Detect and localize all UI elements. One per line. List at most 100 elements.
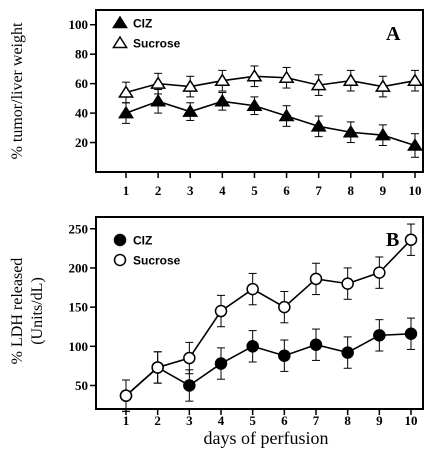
panel-a-ylabel: % tumor/liver weight (9, 22, 26, 159)
data-point (374, 127, 391, 141)
data-point (119, 389, 133, 402)
series-ciz (118, 89, 423, 158)
data-point (214, 357, 228, 370)
x-tick-label: 8 (344, 413, 351, 428)
x-tick-label: 1 (123, 183, 130, 198)
series-sucrose (118, 65, 423, 104)
y-tick-label: 100 (69, 339, 89, 354)
data-point (342, 124, 359, 138)
data-point (183, 379, 196, 392)
panel-b-x-ticks: 1 2 3 4 5 6 7 8 9 10 (123, 409, 418, 428)
data-point (309, 338, 323, 351)
y-tick-label: 100 (69, 17, 89, 32)
y-tick-label: 40 (75, 106, 88, 121)
data-point (182, 79, 199, 92)
panel-b-letter: B (386, 229, 399, 251)
data-point (407, 138, 423, 151)
y-tick-label: 50 (75, 378, 88, 393)
panel-b-ylabel-line1: % LDH released (9, 258, 26, 365)
x-tick-label: 2 (155, 183, 162, 198)
data-point (342, 73, 359, 86)
panel-a-x-ticks: 1 2 3 4 5 6 7 8 9 10 (123, 172, 422, 198)
x-axis-title: days of perfusion (204, 428, 329, 448)
legend-label-sucrose: Sucrose (133, 37, 181, 51)
x-tick-label: 5 (249, 413, 256, 428)
data-point (278, 349, 291, 362)
data-point (246, 68, 263, 82)
data-point (150, 93, 167, 107)
series-line (125, 332, 412, 397)
data-point (373, 329, 386, 342)
data-point (278, 300, 291, 314)
data-point (374, 79, 391, 92)
x-tick-label: 4 (219, 183, 226, 198)
x-tick-label: 1 (123, 413, 130, 428)
x-tick-label: 9 (376, 413, 383, 428)
x-tick-label: 5 (251, 183, 258, 198)
data-point (151, 361, 164, 374)
legend-label-ciz: CIZ (133, 17, 152, 31)
y-tick-label: 150 (69, 300, 89, 315)
panel-a-legend: CIZ Sucrose (112, 15, 181, 51)
x-tick-label: 4 (218, 413, 225, 428)
legend-marker-sucrose (112, 35, 128, 49)
data-point (309, 272, 323, 286)
x-tick-label: 7 (315, 183, 322, 198)
x-tick-label: 2 (154, 413, 161, 428)
panel-b-frame (95, 216, 424, 410)
panel-b-legend: CIZ Sucrose (113, 233, 181, 268)
series-line (125, 239, 412, 397)
data-point (310, 118, 327, 132)
x-tick-label: 9 (380, 183, 387, 198)
series-line (125, 75, 416, 94)
data-point (214, 304, 228, 318)
panel-b-ylabel-line2: (Units/dL) (29, 277, 46, 345)
legend-label-sucrose: Sucrose (133, 254, 181, 268)
x-tick-label: 10 (405, 413, 418, 428)
x-tick-label: 8 (348, 183, 355, 198)
x-tick-label: 6 (283, 183, 290, 198)
panel-a-series (118, 65, 423, 158)
data-point (373, 266, 386, 279)
data-point (183, 351, 196, 365)
data-point (404, 327, 418, 341)
data-point (246, 282, 259, 296)
data-point (246, 98, 263, 111)
legend-marker-ciz (113, 233, 127, 247)
x-tick-label: 7 (313, 413, 320, 428)
legend-marker-sucrose (113, 253, 127, 267)
legend-marker-ciz (112, 15, 128, 29)
data-point (278, 70, 295, 83)
data-point (278, 108, 295, 122)
panel-a-y-ticks: 20 40 60 80 100 (69, 17, 96, 150)
data-point (214, 93, 231, 107)
data-point (404, 233, 418, 246)
y-tick-label: 80 (75, 47, 88, 62)
panel-b-y-ticks: 50 100 150 200 250 (69, 221, 96, 393)
x-tick-label: 3 (186, 413, 193, 428)
data-point (341, 277, 354, 290)
data-point (310, 77, 327, 91)
x-tick-label: 10 (409, 183, 422, 198)
legend-label-ciz: CIZ (133, 234, 152, 248)
panel-a-letter: A (386, 23, 401, 45)
data-point (407, 73, 423, 86)
y-tick-label: 250 (69, 221, 89, 236)
panel-a-frame (95, 9, 424, 173)
panel-b-series (119, 223, 418, 412)
data-point (182, 104, 199, 117)
series-sucrose (119, 223, 418, 412)
panel-a: % tumor/liver weight A 20 40 60 80 100 1 2 3 4 5… (9, 9, 424, 198)
panel-b: % LDH released (Units/dL) B 50 100 150 200 2… (9, 216, 424, 428)
x-tick-label: 6 (281, 413, 288, 428)
data-point (246, 340, 259, 353)
x-tick-label: 3 (187, 183, 194, 198)
series-line (125, 100, 416, 147)
y-tick-label: 60 (75, 76, 88, 91)
data-point (150, 76, 167, 89)
data-point (118, 85, 134, 98)
y-tick-label: 20 (75, 135, 88, 150)
y-tick-label: 200 (69, 260, 89, 275)
data-point (214, 73, 231, 86)
